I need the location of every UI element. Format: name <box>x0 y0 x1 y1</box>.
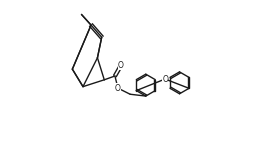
Text: O: O <box>118 61 124 70</box>
Text: O: O <box>115 84 121 93</box>
Text: O: O <box>162 74 168 84</box>
